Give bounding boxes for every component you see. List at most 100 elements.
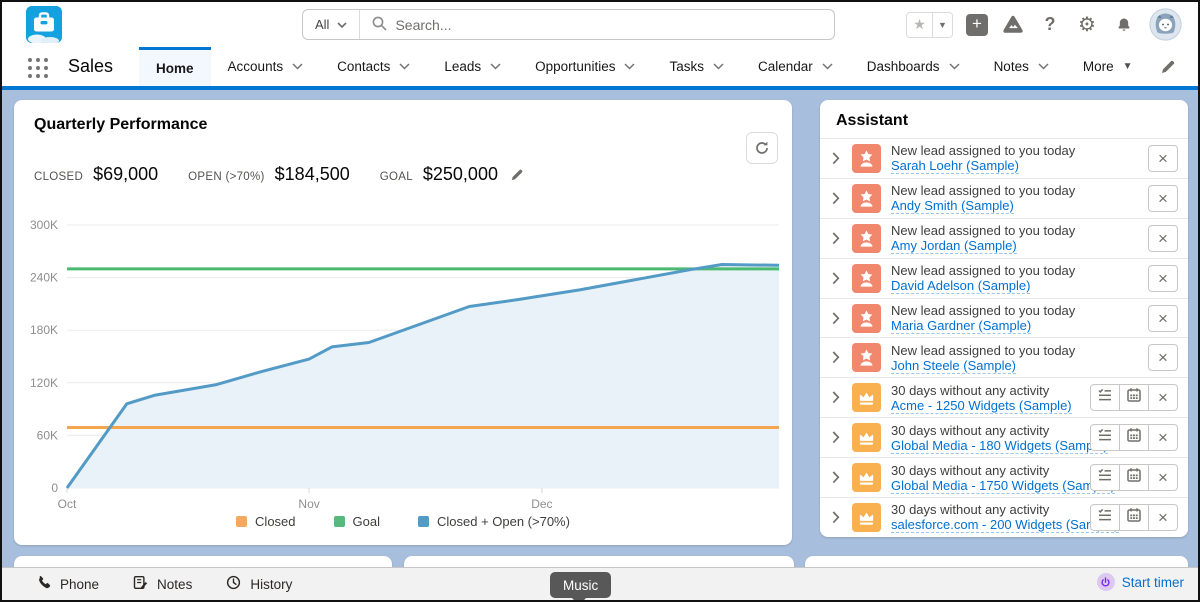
tab-label: More <box>1083 59 1114 74</box>
tab-more[interactable]: More ▼ <box>1066 47 1150 86</box>
expand-chevron-right-icon[interactable] <box>832 431 846 444</box>
assistant-item-text: New lead assigned to you today Amy Jorda… <box>891 223 1075 253</box>
utility-item-notes[interactable]: Notes <box>133 575 192 593</box>
svg-text:120K: 120K <box>30 376 58 390</box>
assistant-item-link[interactable]: Global Media - 180 Widgets (Sample) <box>891 438 1108 454</box>
search-input[interactable] <box>395 17 834 33</box>
expand-chevron-right-icon[interactable] <box>832 511 846 524</box>
expand-chevron-right-icon[interactable] <box>832 391 846 404</box>
new-task-button[interactable] <box>1090 504 1120 531</box>
assistant-item-text: 30 days without any activity Global Medi… <box>891 423 1108 453</box>
trailhead-icon[interactable] <box>1001 13 1025 37</box>
assistant-item-link[interactable]: Acme - 1250 Widgets (Sample) <box>891 398 1072 414</box>
expand-chevron-right-icon[interactable] <box>832 272 846 285</box>
dismiss-button[interactable]: × <box>1148 384 1178 411</box>
tab-tasks[interactable]: Tasks <box>652 47 741 86</box>
svg-text:0: 0 <box>51 481 58 495</box>
salesforce-app-window: All ★ ▼ + ? ⚙ <box>0 0 1200 602</box>
edit-goal-pencil-icon[interactable] <box>510 168 524 187</box>
start-timer-label: Start timer <box>1122 575 1184 590</box>
chevron-down-icon[interactable] <box>399 63 410 70</box>
svg-text:Oct: Oct <box>58 497 77 511</box>
new-task-button[interactable] <box>1090 424 1120 451</box>
new-event-button[interactable] <box>1119 504 1149 531</box>
assistant-item-link[interactable]: Sarah Loehr (Sample) <box>891 158 1019 174</box>
favorites-menu-icon[interactable]: ▼ <box>933 12 953 38</box>
chevron-down-icon <box>1038 63 1049 70</box>
tab-notes[interactable]: Notes <box>977 47 1066 86</box>
close-icon: × <box>1158 270 1168 287</box>
dismiss-button[interactable]: × <box>1148 464 1178 491</box>
new-event-button[interactable] <box>1119 464 1149 491</box>
utility-item-phone[interactable]: Phone <box>36 575 99 593</box>
chevron-down-icon[interactable] <box>822 63 833 70</box>
new-task-button[interactable] <box>1090 464 1120 491</box>
assistant-item-link[interactable]: John Steele (Sample) <box>891 358 1016 374</box>
tab-leads[interactable]: Leads <box>427 47 518 86</box>
search-icon <box>372 16 387 34</box>
expand-chevron-right-icon[interactable] <box>832 152 846 165</box>
tab-calendar[interactable]: Calendar <box>741 47 850 86</box>
assistant-list: New lead assigned to you today Sarah Loe… <box>820 138 1188 537</box>
global-search: All <box>302 9 835 40</box>
new-event-button[interactable] <box>1119 424 1149 451</box>
chevron-down-icon[interactable] <box>292 63 303 70</box>
edit-navigation-pencil-icon[interactable] <box>1160 59 1176 80</box>
refresh-button[interactable] <box>746 132 778 164</box>
expand-chevron-right-icon[interactable] <box>832 312 846 325</box>
assistant-item-link[interactable]: Global Media - 1750 Widgets (Sample) <box>891 478 1115 494</box>
dismiss-button[interactable]: × <box>1148 305 1178 332</box>
expand-chevron-right-icon[interactable] <box>832 351 846 364</box>
new-task-button[interactable] <box>1090 384 1120 411</box>
dismiss-button[interactable]: × <box>1148 225 1178 252</box>
salesforce-logo[interactable] <box>26 6 62 43</box>
help-icon[interactable]: ? <box>1038 13 1062 37</box>
music-utility-tooltip[interactable]: Music <box>550 572 611 598</box>
tab-accounts[interactable]: Accounts <box>211 47 321 86</box>
assistant-item-link[interactable]: Maria Gardner (Sample) <box>891 318 1031 334</box>
chevron-down-icon[interactable] <box>624 63 635 70</box>
new-event-button[interactable] <box>1119 384 1149 411</box>
chevron-down-icon[interactable] <box>1038 63 1049 70</box>
expand-chevron-right-icon[interactable] <box>832 232 846 245</box>
tab-home[interactable]: Home <box>139 47 211 86</box>
dismiss-button[interactable]: × <box>1148 504 1178 531</box>
tab-dashboards[interactable]: Dashboards <box>850 47 977 86</box>
tab-contacts[interactable]: Contacts <box>320 47 427 86</box>
dismiss-button[interactable]: × <box>1148 265 1178 292</box>
svg-text:300K: 300K <box>30 218 58 232</box>
expand-chevron-right-icon[interactable] <box>832 471 846 484</box>
assistant-item-link[interactable]: salesforce.com - 200 Widgets (Sample) <box>891 517 1119 533</box>
assistant-item-link[interactable]: David Adelson (Sample) <box>891 278 1030 294</box>
assistant-item: 30 days without any activity Global Medi… <box>820 457 1188 497</box>
assistant-item-text: 30 days without any activity Acme - 1250… <box>891 383 1072 413</box>
utility-item-history[interactable]: History <box>226 575 292 593</box>
global-actions-plus-icon[interactable]: + <box>966 14 988 36</box>
chevron-down-icon[interactable]: ▼ <box>1123 61 1133 72</box>
setup-gear-icon[interactable]: ⚙ <box>1075 13 1099 37</box>
start-timer-button[interactable]: Start timer <box>1097 573 1184 591</box>
assistant-item-text: New lead assigned to you today John Stee… <box>891 343 1075 373</box>
assistant-item-link[interactable]: Amy Jordan (Sample) <box>891 238 1017 254</box>
chevron-down-icon[interactable] <box>949 63 960 70</box>
assistant-item-actions: × <box>1148 344 1178 371</box>
dismiss-button[interactable]: × <box>1148 145 1178 172</box>
notifications-bell-icon[interactable] <box>1112 13 1136 37</box>
chevron-down-icon[interactable] <box>490 63 501 70</box>
chevron-down-icon[interactable] <box>713 63 724 70</box>
expand-chevron-right-icon[interactable] <box>832 192 846 205</box>
legend-swatch <box>334 516 345 527</box>
assistant-item-link[interactable]: Andy Smith (Sample) <box>891 198 1014 214</box>
user-avatar[interactable] <box>1149 8 1182 41</box>
dismiss-button[interactable]: × <box>1148 424 1178 451</box>
phone-icon <box>36 575 51 593</box>
assistant-item-text: New lead assigned to you today Sarah Loe… <box>891 143 1075 173</box>
dismiss-button[interactable]: × <box>1148 185 1178 212</box>
favorites-star-icon[interactable]: ★ <box>906 12 933 38</box>
assistant-item-actions: × <box>1090 384 1178 411</box>
tab-opportunities[interactable]: Opportunities <box>518 47 652 86</box>
search-scope-dropdown[interactable]: All <box>303 10 360 39</box>
dismiss-button[interactable]: × <box>1148 344 1178 371</box>
task-icon <box>1097 507 1113 528</box>
app-launcher-icon[interactable] <box>28 58 50 80</box>
